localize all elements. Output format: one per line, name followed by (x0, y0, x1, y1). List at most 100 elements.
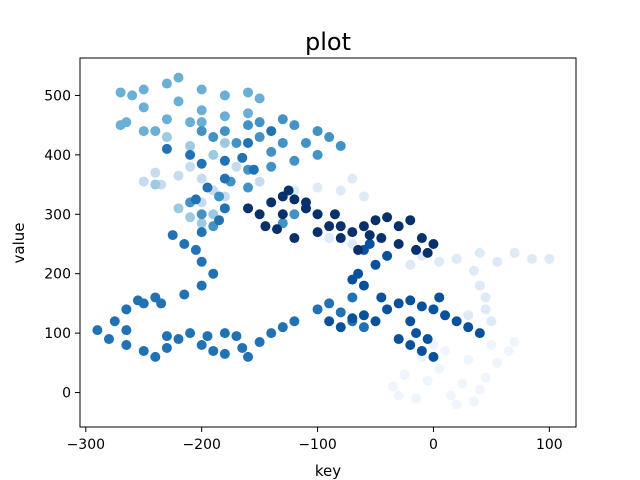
data-point (121, 325, 132, 336)
data-point (208, 149, 219, 160)
data-point (486, 340, 497, 350)
data-point (266, 126, 277, 137)
data-point (243, 137, 254, 148)
data-point (185, 149, 196, 160)
data-point (312, 227, 323, 238)
data-point (185, 212, 196, 223)
data-point (440, 310, 451, 321)
data-point (196, 117, 207, 128)
data-point (214, 191, 225, 202)
data-point (387, 381, 398, 392)
data-point (405, 295, 416, 306)
data-point (219, 348, 230, 359)
data-point (289, 194, 300, 205)
data-point (138, 126, 149, 137)
data-point (428, 238, 439, 249)
data-point (469, 396, 480, 407)
data-point (283, 185, 294, 196)
x-axis-ticks: −300 −200 −100 0 100 (67, 427, 563, 453)
data-point (138, 102, 149, 113)
data-point (382, 212, 393, 223)
data-point (509, 337, 520, 348)
data-point (208, 132, 219, 143)
data-point (231, 331, 242, 342)
data-point (196, 280, 207, 291)
data-point (121, 304, 132, 315)
data-point (347, 227, 358, 238)
data-point (237, 342, 248, 353)
data-point (260, 221, 271, 232)
data-point (451, 253, 462, 264)
data-point (312, 149, 323, 160)
data-point (469, 265, 480, 276)
data-point (150, 126, 161, 137)
data-point (486, 316, 497, 327)
data-point (324, 132, 335, 143)
data-point (185, 117, 196, 128)
data-point (208, 345, 219, 356)
data-point (109, 316, 120, 327)
y-axis-ticks: 0 100 200 300 400 500 (44, 88, 80, 402)
data-point (480, 372, 491, 383)
chart-title: plot (305, 28, 351, 56)
series-7 (324, 238, 485, 362)
data-point (185, 161, 196, 172)
data-point (422, 334, 433, 345)
data-point (219, 155, 230, 166)
data-point (405, 215, 416, 226)
x-axis-label: key (315, 462, 341, 480)
series-4 (115, 72, 265, 137)
data-point (474, 280, 485, 291)
data-point (300, 137, 311, 148)
data-point (382, 250, 393, 261)
series-3 (150, 132, 230, 229)
x-tick-label: −300 (67, 437, 105, 453)
data-point (405, 340, 416, 350)
series-0 (387, 337, 520, 410)
data-point (526, 253, 537, 264)
data-point (266, 146, 277, 157)
data-point (266, 197, 277, 208)
data-point (289, 155, 300, 166)
data-point (312, 126, 323, 137)
data-point (335, 307, 346, 318)
data-point (474, 247, 485, 258)
data-point (219, 111, 230, 122)
data-point (219, 203, 230, 214)
data-point (480, 304, 491, 315)
data-point (416, 345, 427, 356)
data-point (254, 93, 265, 104)
data-point (434, 292, 445, 303)
data-point (289, 316, 300, 327)
data-points-layer (92, 72, 555, 410)
data-point (196, 256, 207, 267)
data-point (329, 209, 340, 220)
data-point (335, 221, 346, 232)
data-point (289, 209, 300, 220)
data-point (382, 304, 393, 315)
data-point (196, 227, 207, 238)
data-point (272, 224, 283, 235)
data-point (474, 328, 485, 339)
data-point (376, 292, 387, 303)
data-point (335, 140, 346, 151)
data-point (277, 322, 288, 333)
data-point (405, 259, 416, 270)
data-point (202, 182, 213, 193)
data-point (161, 143, 172, 154)
data-point (127, 90, 138, 101)
x-tick-label: 100 (536, 437, 563, 453)
data-point (509, 247, 520, 258)
series-8 (243, 185, 439, 258)
data-point (219, 328, 230, 339)
y-tick-label: 0 (62, 386, 71, 402)
data-point (173, 96, 184, 107)
data-point (219, 173, 230, 184)
data-point (266, 328, 277, 339)
data-point (150, 179, 161, 190)
data-point (324, 298, 335, 309)
data-point (277, 209, 288, 220)
data-point (237, 152, 248, 163)
data-point (231, 161, 242, 172)
